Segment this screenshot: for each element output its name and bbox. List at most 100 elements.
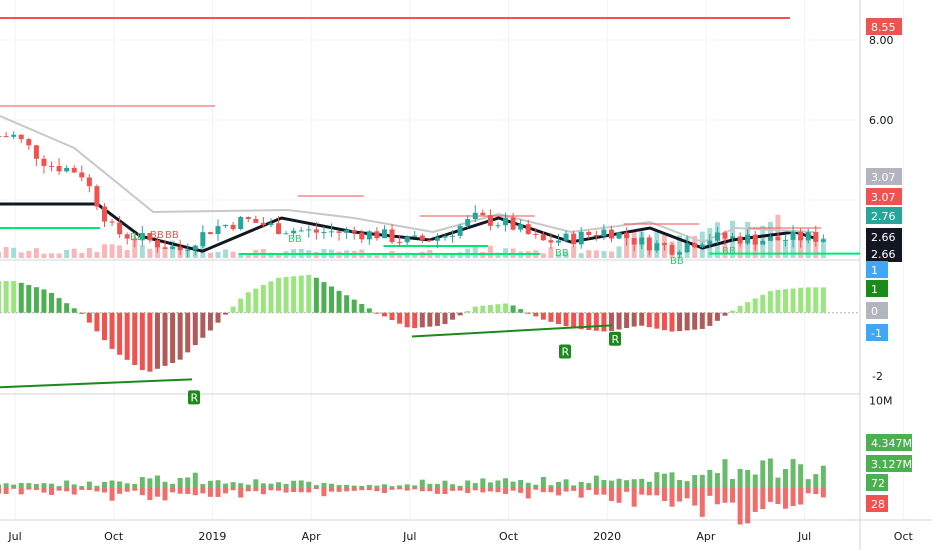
price-volume-bar: [18, 252, 24, 258]
price-label-text: 8.55: [871, 21, 896, 34]
candle-body: [465, 219, 471, 226]
volume-down-bar: [64, 487, 70, 492]
macd-bar: [291, 276, 297, 313]
macd-bar: [578, 312, 584, 330]
price-label-badge: [866, 245, 902, 262]
volume-up-bar: [291, 480, 297, 488]
volume-up-bar: [707, 469, 713, 488]
macd-bar: [608, 312, 614, 331]
volume-down-bar: [328, 487, 334, 492]
candle-body: [813, 232, 819, 242]
macd-bar: [593, 312, 599, 331]
candle-body: [3, 136, 9, 138]
candle-body: [518, 224, 524, 230]
candle-body: [767, 236, 773, 241]
price-label-badge: [866, 18, 902, 35]
macd-bar: [661, 312, 667, 331]
volume-up-bar: [404, 484, 410, 488]
time-tick-label: Oct: [894, 530, 914, 543]
time-axis[interactable]: Jul Oct 2019 Apr Jul Oct 2020 Apr Jul Oct: [7, 530, 913, 543]
volume-down-bar: [684, 487, 690, 499]
volume-down-bar: [223, 487, 229, 494]
macd-bar: [313, 277, 319, 313]
candle-body: [238, 217, 244, 230]
volume-down-bar: [760, 487, 766, 510]
macd-bar: [427, 312, 433, 327]
macd-bar: [185, 312, 191, 353]
volume-up-bar: [238, 483, 244, 488]
volume-down-bar: [381, 487, 387, 494]
divergence-marker: [559, 344, 571, 359]
volume-up-bar: [276, 482, 282, 488]
volume-down-bar: [692, 487, 698, 506]
price-volume-bar: [374, 255, 380, 258]
volume-up-bar: [639, 478, 645, 488]
macd-bar: [283, 277, 289, 313]
volume-up-bar: [351, 485, 357, 488]
volume-down-bar: [593, 487, 599, 495]
macd-bar: [533, 312, 539, 317]
macd-bar: [495, 304, 501, 313]
candle-body: [419, 235, 425, 240]
volume-down-bar: [147, 487, 153, 501]
volume-up-bar: [117, 481, 123, 488]
volume-up-bar: [571, 485, 577, 488]
macd-bar: [472, 306, 478, 313]
volume-down-bar: [207, 487, 213, 497]
price-volume-bar: [215, 251, 221, 258]
volume-up-bar: [699, 474, 705, 488]
volume-up-bar: [230, 482, 236, 488]
price-volume-bar: [783, 240, 789, 258]
macd-bar: [86, 312, 92, 323]
candle-body: [170, 246, 176, 249]
volume-down-bar: [472, 487, 478, 491]
macd-label-text: 1: [871, 264, 878, 277]
volume-down-bar: [351, 487, 357, 491]
candle-body: [677, 252, 683, 255]
volume-up-bar: [533, 484, 539, 488]
candle-body: [540, 234, 546, 241]
macd-bar: [306, 274, 312, 313]
macd-bar: [752, 298, 758, 313]
macd-bar: [760, 294, 766, 313]
macd-bar: [170, 312, 176, 363]
volume-down-bar: [49, 487, 55, 495]
candle-body: [215, 226, 221, 234]
price-axis[interactable]: 8.006.004.008.553.073.072.762.662.66-211…: [866, 18, 912, 512]
volume-down-bar: [813, 487, 819, 495]
macd-bar: [192, 312, 198, 346]
volume-up-bar: [154, 475, 160, 488]
volume-up-bar: [56, 486, 62, 488]
price-volume-bar: [64, 249, 70, 258]
macd-bar: [714, 312, 720, 321]
price-label-badge: [866, 188, 902, 205]
macd-label-text: 1: [871, 283, 878, 296]
macd-bar: [200, 312, 206, 338]
macd-bar: [798, 287, 804, 313]
volume-down-bar: [298, 487, 304, 493]
bb-signal: BB: [150, 230, 164, 241]
volume-up-bar: [419, 479, 425, 488]
volume-down-bar: [260, 487, 266, 495]
candle-body: [427, 239, 433, 241]
volume-up-bar: [487, 482, 493, 488]
macd-bar: [722, 312, 728, 316]
volume-up-bar: [336, 485, 342, 488]
candle-body: [669, 245, 675, 255]
volume-up-bar: [767, 458, 773, 488]
price-volume-bar: [608, 251, 614, 258]
volume-up-bar: [109, 480, 115, 488]
candle-body: [79, 172, 85, 178]
macd-bar: [147, 312, 153, 372]
candle-body: [245, 217, 251, 219]
macd-bar: [465, 310, 471, 313]
volume-down-bar: [677, 487, 683, 502]
macd-bar: [699, 312, 705, 329]
price-volume-bar: [381, 253, 387, 258]
volume-down-bar: [752, 487, 758, 512]
macd-bar: [404, 312, 410, 328]
volume-up-bar: [631, 479, 637, 488]
macd-bar: [374, 312, 380, 314]
